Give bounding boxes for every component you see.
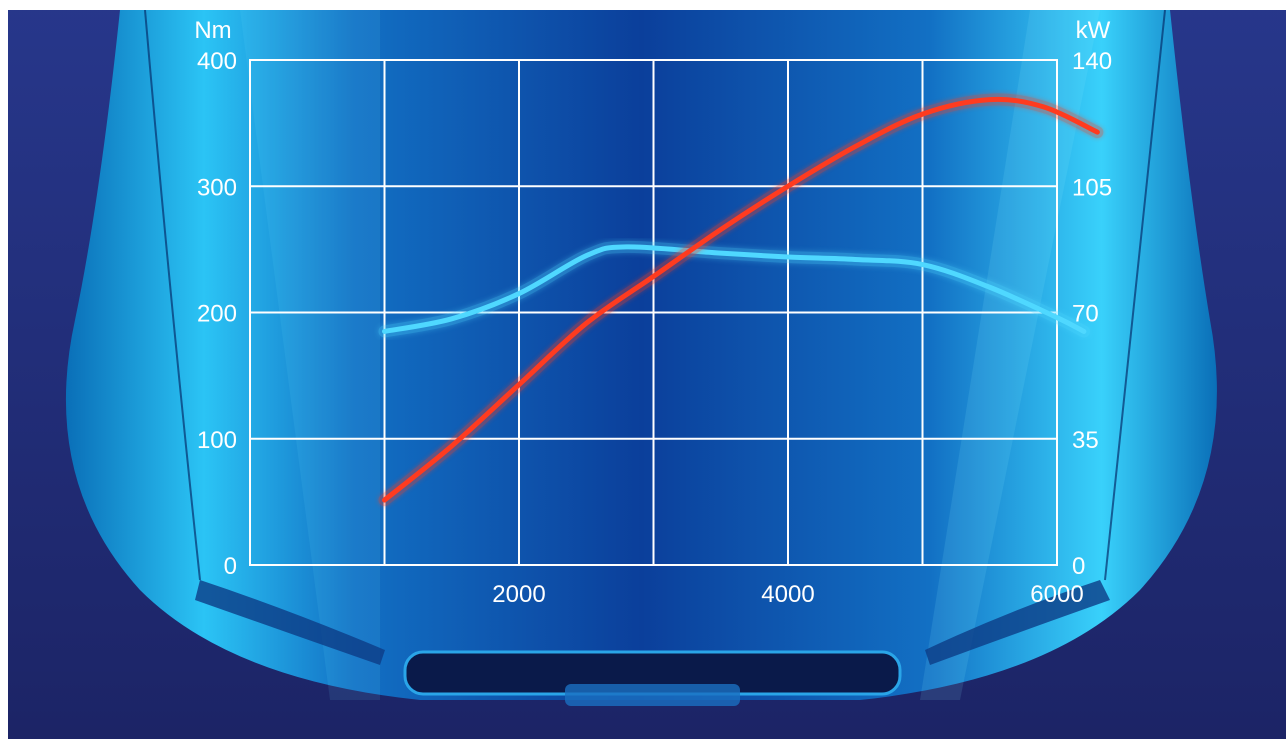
headlight-right: [925, 580, 1110, 665]
series: [378, 93, 1104, 507]
grid: [249, 59, 1058, 566]
hood-crease-right: [1104, 9, 1166, 581]
license-plate-area: [565, 684, 740, 706]
right-axis-tick-label: 140: [1072, 48, 1112, 75]
x-axis-tick-label: 6000: [1030, 581, 1083, 608]
torque-curve: [382, 244, 1087, 334]
hood-highlight-right: [920, 10, 1100, 700]
right-axis-tick-label: 35: [1072, 427, 1099, 454]
car-hood: [65, 10, 1217, 700]
power-curve: [382, 96, 1100, 503]
x-axis-tick-label: 4000: [761, 581, 814, 608]
right-axis-tick-label: 0: [1072, 553, 1085, 580]
left-axis-tick-label: 0: [224, 553, 237, 580]
left-axis-tick-label: 400: [197, 48, 237, 75]
left-axis-tick-label: 300: [197, 174, 237, 201]
left-axis-tick-label: 200: [197, 301, 237, 328]
hood-highlight-left: [240, 10, 380, 700]
right-axis-tick-label: 70: [1072, 301, 1099, 328]
top-margin: [0, 0, 1286, 10]
left-margin: [0, 0, 8, 739]
right-axis-tick-label: 105: [1072, 174, 1112, 201]
left-axis-unit-label: Nm: [194, 17, 231, 44]
x-axis-tick-label: 2000: [492, 581, 545, 608]
right-axis-unit-label: kW: [1076, 17, 1111, 44]
left-axis-tick-label: 100: [197, 427, 237, 454]
headlight-left: [195, 580, 385, 665]
hood-crease-left: [144, 9, 201, 581]
